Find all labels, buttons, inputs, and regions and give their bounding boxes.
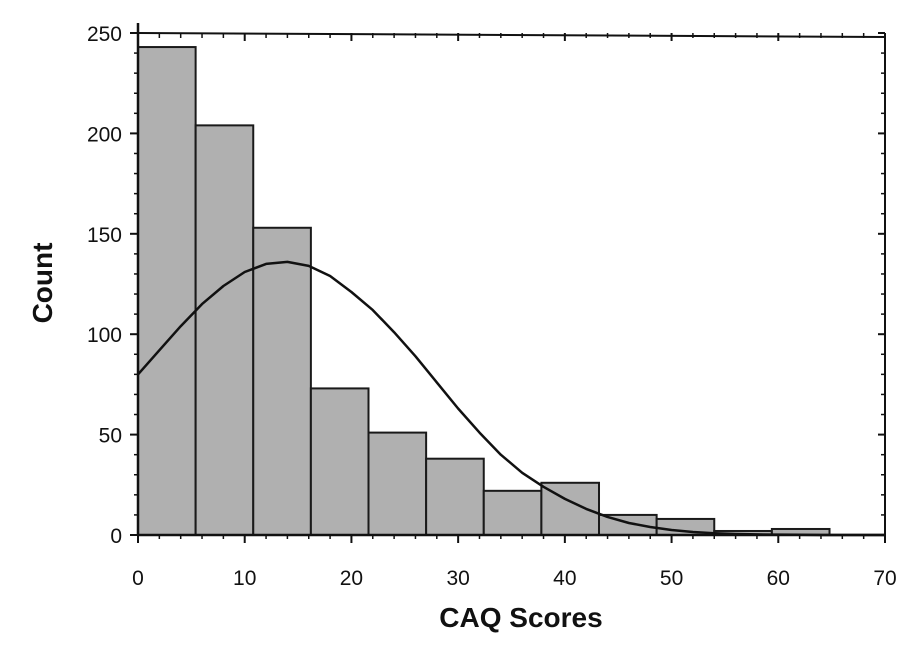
y-tick-label-150: 150 [87, 224, 122, 247]
bars-layer [137, 46, 831, 537]
histogram-bar-6 [425, 457, 485, 537]
axes-layer [136, 23, 886, 537]
y-tick-label-50: 50 [99, 425, 122, 448]
histogram-bar-4 [309, 387, 370, 536]
x-tick-label-30: 30 [446, 567, 469, 590]
histogram-bar-2 [194, 124, 255, 536]
x-tick-label-0: 0 [132, 567, 144, 590]
x-tick-label-60: 60 [767, 567, 790, 590]
top-frame-line [137, 32, 886, 38]
y-tick-label-0: 0 [110, 525, 122, 548]
histogram-bar-5 [367, 431, 428, 537]
x-tick-label-20: 20 [340, 567, 363, 590]
y-tick-label-250: 250 [87, 23, 122, 46]
x-tick-label-40: 40 [553, 567, 576, 590]
x-tick-label-50: 50 [660, 567, 683, 590]
x-tick-label-70: 70 [873, 567, 896, 590]
labels-layer: CAQ Scores Count [27, 243, 603, 633]
y-tick-label-100: 100 [87, 324, 122, 347]
x-axis-title: CAQ Scores [439, 602, 602, 633]
ticks-layer: 0 50 100 150 200 250 0 10 20 30 40 50 60 70 [87, 23, 897, 590]
histogram-bar-3 [252, 226, 312, 536]
histogram-bar-1 [137, 46, 197, 536]
y-tick-label-200: 200 [87, 123, 122, 146]
x-tick-label-10: 10 [233, 567, 256, 590]
histogram-bar-7 [482, 489, 543, 537]
y-axis-title: Count [27, 243, 58, 324]
